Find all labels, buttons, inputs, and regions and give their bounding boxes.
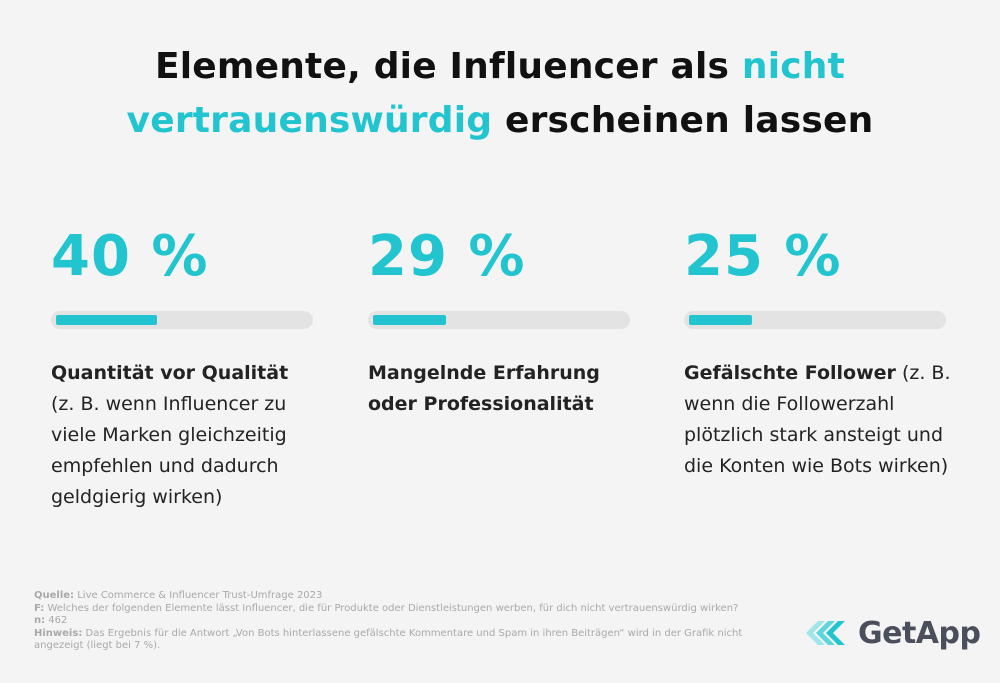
stat-category: Quantität vor Qualität [51, 362, 289, 384]
stat-value-label: 40 % [51, 224, 209, 289]
footer-question-label: F: [34, 602, 45, 614]
footer-question-text: Welches der folgenden Elemente lässt Inf… [44, 602, 739, 614]
footer-sample-size: n: 462 [34, 615, 754, 628]
stat-description: Mangelnde Erfahrung oder Professionalitä… [368, 358, 608, 420]
stat-fake-followers: 25 % Gefälschte Follower (z. B. wenn die… [684, 222, 951, 477]
footer-source-label: Quelle: [34, 590, 75, 601]
title-part-2: erscheinen lassen [492, 100, 874, 141]
footer-note: Hinweis: Das Ergebnis für die Antwort „V… [34, 628, 754, 653]
footer-note-text: Das Ergebnis für die Antwort „Von Bots h… [34, 627, 743, 652]
footer-n-label: n: [34, 615, 46, 626]
progress-track [51, 311, 313, 329]
stat-value-label: 25 % [684, 224, 842, 289]
logo-text: GetApp [858, 615, 981, 651]
stat-category: Gefälschte Follower [684, 362, 896, 384]
stat-category: Mangelnde Erfahrung oder Professionalitä… [368, 362, 600, 415]
footer-question: F: Welches der folgenden Elemente lässt … [34, 603, 754, 616]
stat-value-label: 29 % [368, 224, 526, 289]
stat-detail: (z. B. wenn Influencer zu viele Marken g… [51, 393, 287, 508]
footer-source-text: Live Commerce & Influencer Trust-Umfrage… [74, 590, 323, 601]
chart-title: Elemente, die Influencer als nicht vertr… [40, 40, 960, 148]
progress-track [368, 311, 630, 329]
getapp-chevrons-icon [806, 621, 845, 645]
progress-fill [689, 315, 752, 325]
footer-note-label: Hinweis: [34, 627, 83, 639]
stat-lack-of-experience: 29 % Mangelnde Erfahrung oder Profession… [368, 222, 633, 415]
stat-description: Quantität vor Qualität (z. B. wenn Influe… [51, 358, 321, 513]
stat-description: Gefälschte Follower (z. B. wenn die Foll… [684, 358, 954, 482]
stat-quantity-over-quality: 40 % Quantität vor Qualität (z. B. wenn I… [51, 222, 316, 508]
title-part-1: Elemente, die Influencer als [154, 46, 742, 87]
getapp-logo: GetApp [804, 614, 981, 652]
progress-fill [373, 315, 446, 325]
progress-track [684, 311, 946, 329]
progress-fill [56, 315, 157, 325]
title-highlight: nicht vertrauenswürdig [126, 46, 846, 141]
footer-n-text: 462 [45, 615, 68, 626]
footer-source: Quelle: Live Commerce & Influencer Trust… [34, 590, 754, 603]
stat-detail: (z. B. wenn die Followerzahl plötzlich s… [684, 362, 951, 477]
footer-notes: Quelle: Live Commerce & Influencer Trust… [34, 590, 754, 653]
